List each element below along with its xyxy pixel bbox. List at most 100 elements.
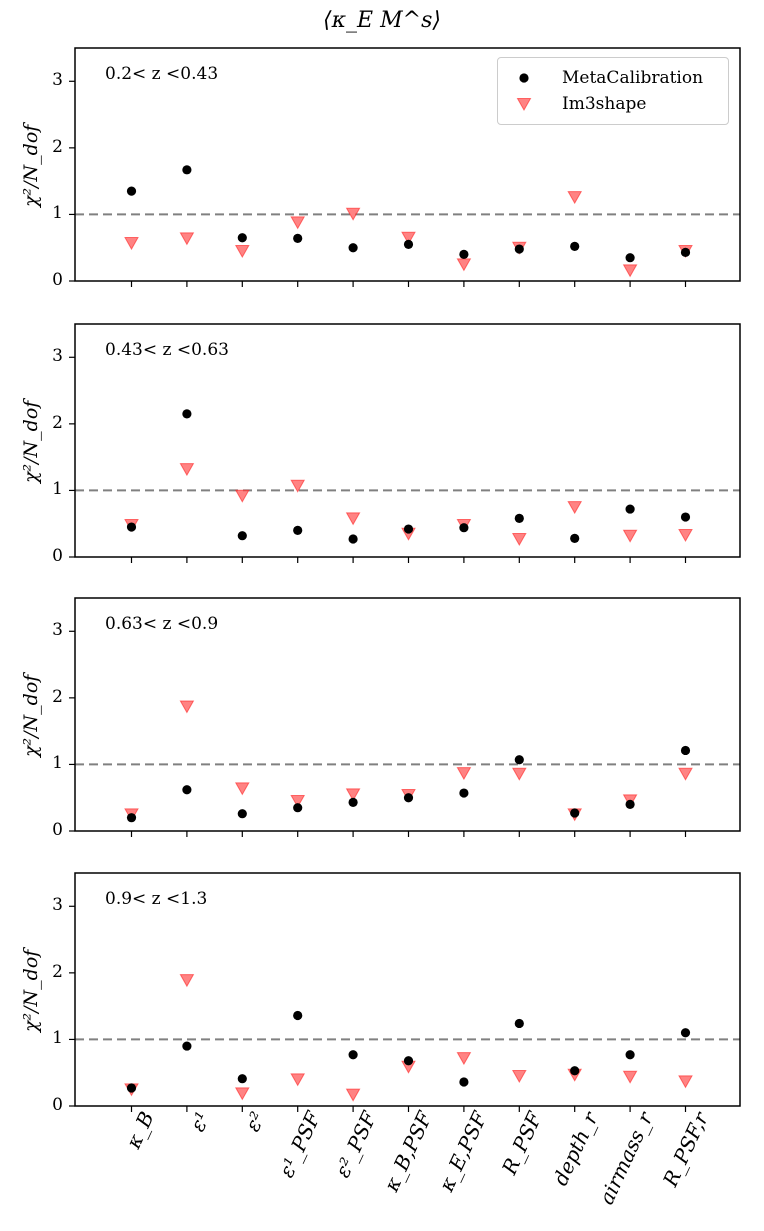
metacalibration-point xyxy=(182,1041,192,1051)
panel-frame xyxy=(74,47,741,282)
im3shape-point xyxy=(511,1070,527,1084)
y-tick-label: 0 xyxy=(52,270,63,290)
metacalibration-point xyxy=(348,243,358,253)
metacalibration-point xyxy=(570,1066,580,1076)
metacalibration-point xyxy=(293,803,303,813)
y-axis-label: χ²/N_dof xyxy=(20,124,42,207)
im3shape-point xyxy=(179,232,195,246)
im3shape-point xyxy=(290,1073,306,1087)
metacalibration-point xyxy=(403,1056,414,1066)
im3shape-point xyxy=(345,512,361,526)
im3shape-point xyxy=(456,1052,472,1066)
metacalibration-point xyxy=(293,233,303,243)
im3shape-point xyxy=(345,788,361,802)
im3shape-point xyxy=(179,463,195,477)
metacalibration-point xyxy=(182,785,192,795)
y-tick-label: 1 xyxy=(52,753,63,774)
im3shape-point xyxy=(234,489,250,503)
legend-label: MetaCalibration xyxy=(562,68,704,88)
im3shape-point xyxy=(622,264,638,278)
metacalibration-point xyxy=(514,513,524,523)
metacalibration-point xyxy=(459,1077,469,1087)
im3shape-point xyxy=(179,700,195,714)
legend: MetaCalibration Im3shape xyxy=(497,57,729,125)
im3shape-point xyxy=(622,1070,638,1084)
metacalibration-point xyxy=(293,1010,303,1021)
metacalibration-point xyxy=(237,233,247,243)
metacalibration-point xyxy=(126,186,137,196)
metacalibration-point xyxy=(237,531,247,541)
metacalibration-point xyxy=(459,788,469,798)
chart-title: ⟨κ_E M^s⟩ xyxy=(323,8,441,33)
im3shape-point xyxy=(179,974,195,988)
im3shape-point xyxy=(345,1088,361,1102)
legend-entry: Im3shape xyxy=(498,92,728,116)
metacalibration-point xyxy=(237,809,247,819)
redshift-bin-label: 0.2< z <0.43 xyxy=(105,64,219,84)
y-tick-label: 1 xyxy=(52,203,63,224)
legend-triangle-icon xyxy=(516,98,532,112)
im3shape-point xyxy=(456,767,472,781)
im3shape-point xyxy=(567,501,583,515)
metacalibration-point xyxy=(403,239,414,249)
panel-frame xyxy=(74,323,741,558)
metacalibration-point xyxy=(237,1074,247,1084)
legend-entry: MetaCalibration xyxy=(498,66,728,90)
panel-frame xyxy=(74,597,741,832)
im3shape-point xyxy=(234,1087,250,1101)
metacalibration-point xyxy=(348,1050,358,1060)
metacalibration-point xyxy=(459,523,469,533)
metacalibration-point xyxy=(403,524,414,534)
metacalibration-point xyxy=(680,745,691,756)
legend-label: Im3shape xyxy=(562,94,647,114)
y-tick-label: 0 xyxy=(52,820,63,840)
metacalibration-point xyxy=(514,244,524,254)
panel-3 xyxy=(69,597,741,837)
y-axis-label: χ²/N_dof xyxy=(20,400,42,483)
panel-frame xyxy=(74,872,741,1107)
metacalibration-point xyxy=(459,249,469,259)
metacalibration-point xyxy=(182,165,192,175)
im3shape-point xyxy=(456,258,472,272)
im3shape-point xyxy=(511,767,527,781)
y-axis-label: χ²/N_dof xyxy=(20,674,42,757)
y-tick-label: 3 xyxy=(52,70,63,91)
im3shape-point xyxy=(234,782,250,796)
metacalibration-point xyxy=(625,799,635,809)
metacalibration-point xyxy=(680,512,691,522)
metacalibration-point xyxy=(680,1028,691,1038)
panel-2 xyxy=(69,323,741,563)
y-tick-label: 2 xyxy=(52,961,63,982)
y-tick-label: 3 xyxy=(52,620,63,641)
y-tick-label: 1 xyxy=(52,1028,63,1049)
metacalibration-point xyxy=(182,409,192,419)
metacalibration-point xyxy=(348,534,358,544)
y-tick-label: 0 xyxy=(52,546,63,566)
redshift-bin-label: 0.63< z <0.9 xyxy=(105,614,219,634)
y-tick-label: 3 xyxy=(52,346,63,367)
metacalibration-point xyxy=(570,808,580,818)
y-tick-label: 2 xyxy=(52,686,63,707)
im3shape-point xyxy=(567,191,583,205)
legend-dot-icon xyxy=(519,73,529,83)
metacalibration-point xyxy=(293,525,303,535)
im3shape-point xyxy=(678,529,693,543)
metacalibration-point xyxy=(625,1050,635,1060)
metacalibration-point xyxy=(514,755,524,765)
metacalibration-point xyxy=(570,241,580,251)
y-axis-label: χ²/N_dof xyxy=(20,949,42,1032)
metacalibration-point xyxy=(126,522,137,532)
im3shape-point xyxy=(234,245,250,259)
redshift-bin-label: 0.9< z <1.3 xyxy=(105,889,208,909)
metacalibration-point xyxy=(348,797,358,807)
im3shape-point xyxy=(622,529,638,543)
im3shape-point xyxy=(678,1075,693,1089)
metacalibration-point xyxy=(403,793,414,803)
y-tick-label: 2 xyxy=(52,136,63,157)
im3shape-point xyxy=(290,479,306,493)
metacalibration-point xyxy=(126,1083,137,1093)
y-tick-label: 3 xyxy=(52,895,63,916)
im3shape-point xyxy=(290,216,306,230)
redshift-bin-label: 0.43< z <0.63 xyxy=(105,340,229,360)
